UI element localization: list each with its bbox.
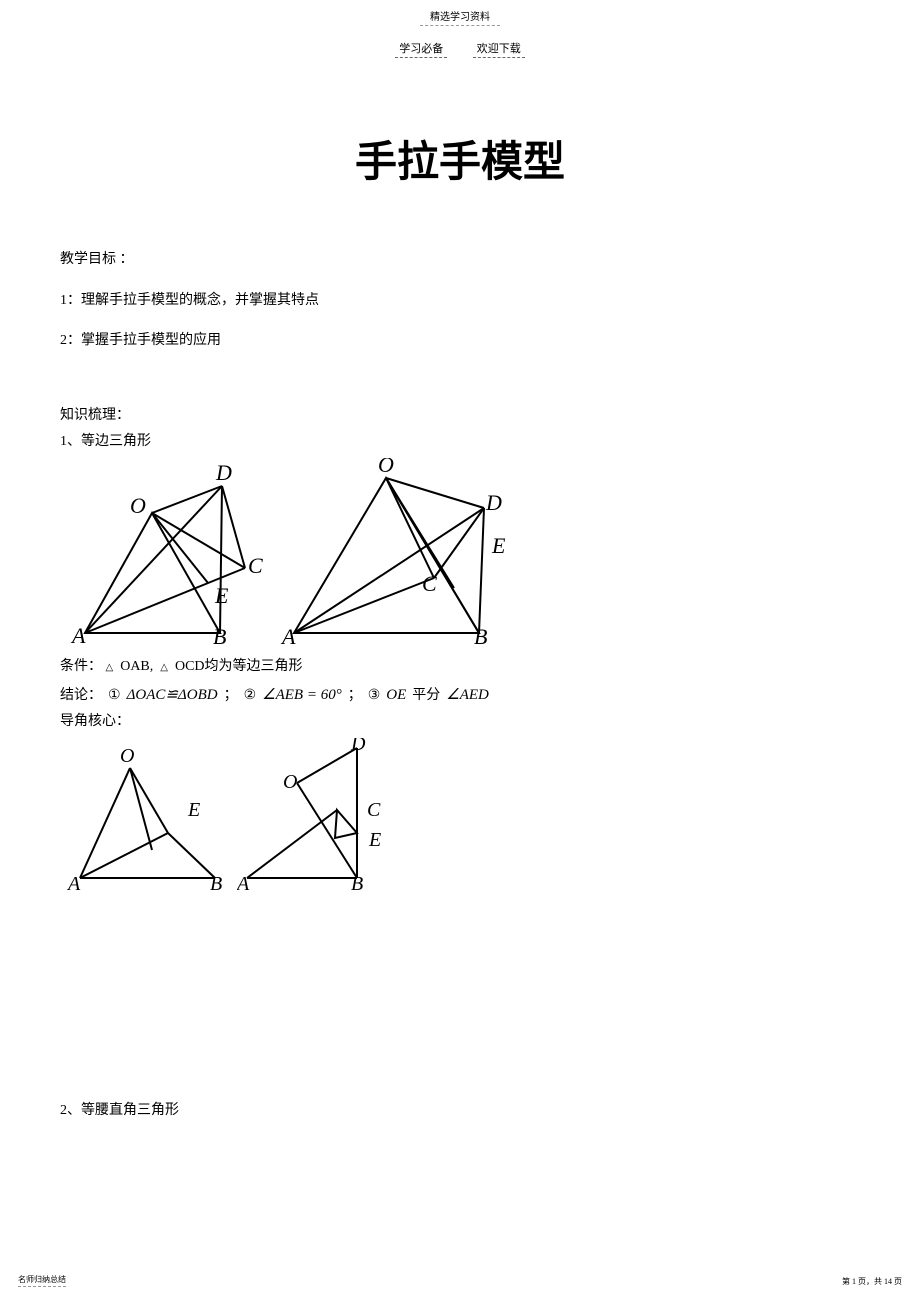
label-D: D [215,460,232,485]
header-top: 精选学习资料 [420,0,500,26]
label-E3: E [187,799,200,821]
label-O3: O [120,745,134,767]
label-E: E [214,583,229,608]
derivation-label: 导角核心： [60,709,860,736]
header-spacer [450,50,470,52]
knowledge-item1: 1、等边三角形 [60,429,860,456]
footer-left: 名师归纳总结 [18,1274,66,1287]
header-right: 欢迎下载 [473,43,525,58]
diagram-row-derivation: O E A B O D C E A [60,738,860,898]
label-B: B [213,624,226,648]
conditions-line: 条件： △ OAB, △ OCD均为等边三角形 [60,654,860,681]
label-B3: B [210,873,222,895]
label-A2: A [280,624,296,648]
label-B2: B [474,624,487,648]
main-title: 手拉手模型 [0,128,920,189]
header-sub: 学习必备 欢迎下载 [0,40,920,56]
goals-item2: 2：掌握手拉手模型的应用 [60,328,860,355]
label-O: O [130,493,146,518]
label-A: A [70,623,86,648]
goals-item1: 1：理解手拉手模型的概念，并掌握其特点 [60,288,860,315]
footer-right: 第 1 页，共 14 页 [842,1276,902,1287]
label-A4: A [237,873,250,895]
conclusion-line: 结论： ① ΔOAC≌ΔOBD ； ② ∠AEB = 60° ； ③ OE 平分… [60,681,860,710]
label-C: C [248,553,263,578]
label-O4: O [283,771,297,793]
label-O2: O [378,458,394,477]
section2-header: 2、等腰直角三角形 [60,1098,860,1125]
diagram-equilateral-left: O D C E A B [60,458,270,648]
header-left: 学习必备 [395,43,447,58]
diagram-row-main: O D C E A B [60,458,860,648]
goals-header: 教学目标 ： [60,247,860,274]
label-D4: D [350,738,366,755]
label-D2: D [485,490,502,515]
diagram-deriv-right: O D C E A B [237,738,407,898]
knowledge-header: 知识梳理： [60,403,860,430]
diagram-equilateral-right: O D E C A B [274,458,524,648]
label-E2: E [491,533,506,558]
label-B4: B [351,873,363,895]
label-A3: A [66,873,81,895]
label-C4: C [367,799,381,821]
label-E4: E [368,829,381,851]
diagram-deriv-left: O E A B [60,738,235,898]
label-C2: C [422,571,437,596]
